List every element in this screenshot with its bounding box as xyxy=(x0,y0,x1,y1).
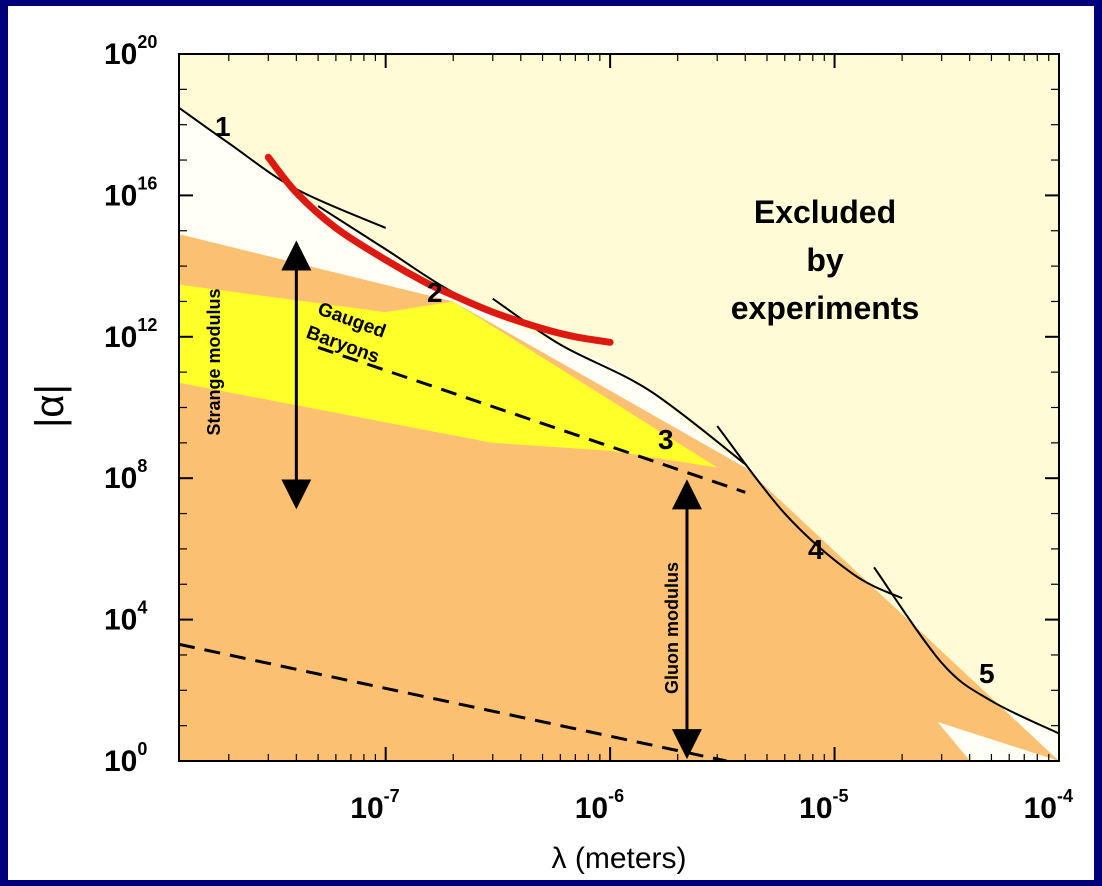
curve-label-2: 2 xyxy=(427,277,443,308)
curve-label-3: 3 xyxy=(658,424,674,455)
y-tick-label: 100 xyxy=(104,739,147,778)
constraint-curve-4 xyxy=(716,425,903,600)
x-tick-label: 10-5 xyxy=(799,786,848,825)
chart-frame: 10-7 10-6 10-5 10-4 100 104 108 1012 1016 1020 1… xyxy=(8,6,1094,880)
y-tick-label: 108 xyxy=(104,456,147,495)
y-tick-label: 1012 xyxy=(104,315,157,354)
curve-label-1: 1 xyxy=(215,111,231,142)
curve-label-4: 4 xyxy=(808,534,824,565)
y-tick-label: 1016 xyxy=(104,173,157,212)
constraint-curve-1 xyxy=(179,107,387,229)
red-curve xyxy=(264,153,614,346)
x-axis-title: λ (meters) xyxy=(552,842,687,875)
strange-modulus-label: Strange modulus xyxy=(204,288,224,435)
x-tick-label: 10-4 xyxy=(1024,786,1073,825)
dashed-line-2 xyxy=(179,642,727,761)
dashed-line-1 xyxy=(317,346,746,494)
y-tick-label: 104 xyxy=(104,598,147,637)
x-tick-label: 10-7 xyxy=(350,786,399,825)
y-tick-label: 1020 xyxy=(104,32,157,71)
excluded-label-line-3: experiments xyxy=(731,290,920,326)
y-axis-title: |α| xyxy=(28,384,72,428)
x-tick-label: 10-6 xyxy=(575,786,624,825)
curve-label-5: 5 xyxy=(979,658,995,689)
tick-marks xyxy=(179,53,1059,762)
constraint-curve-5 xyxy=(873,566,1059,735)
gluon-modulus-label: Gluon modulus xyxy=(662,562,682,694)
gauged-baryons-region xyxy=(179,284,718,468)
exclusion-plot: 10-7 10-6 10-5 10-4 100 104 108 1012 1016 1020 1… xyxy=(28,32,1073,875)
gluon-modulus-band xyxy=(179,478,971,761)
excluded-label-line-1: Excluded xyxy=(754,194,896,230)
excluded-label-line-2: by xyxy=(806,242,844,278)
